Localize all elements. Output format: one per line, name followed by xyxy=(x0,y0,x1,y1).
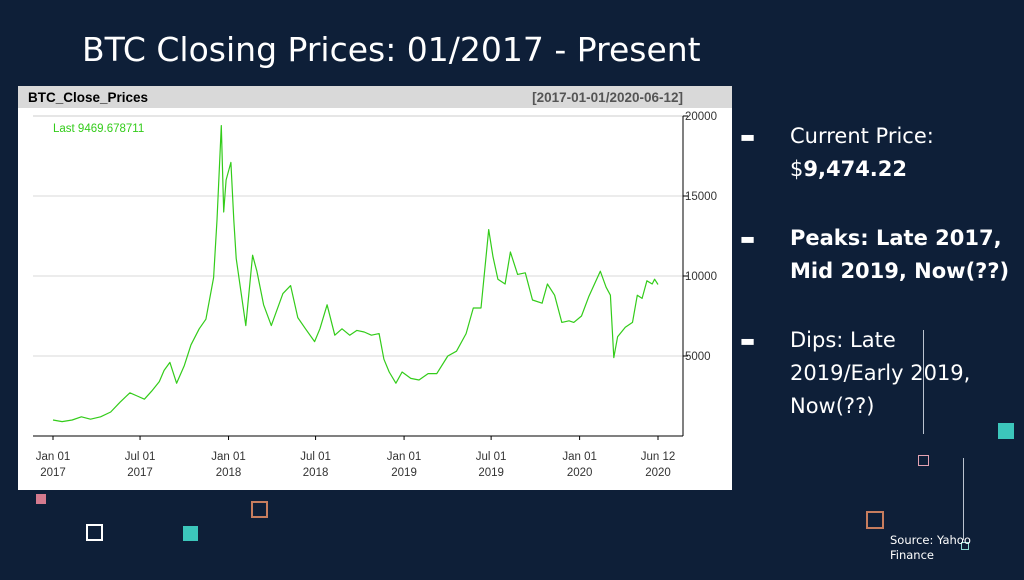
x-tick-label-year: 2018 xyxy=(303,467,329,479)
x-tick-label-year: 2020 xyxy=(645,467,671,479)
x-tick-label: Jul 01 xyxy=(125,451,156,463)
x-tick-label-year: 2017 xyxy=(127,467,153,479)
bullet-1-line-1: Current Price: xyxy=(790,124,934,148)
bullet-marker: ▬ xyxy=(740,331,756,350)
x-tick-label-year: 2017 xyxy=(40,467,66,479)
y-tick-label: 15000 xyxy=(685,191,717,203)
x-tick-label: Jul 01 xyxy=(476,451,507,463)
chart-date-range: [2017-01-01/2020-06-12] xyxy=(532,90,683,105)
bullet-1-line-2: $9,474.22 xyxy=(790,157,908,181)
bullet-2-line-2: Mid 2019, Now(??) xyxy=(790,259,1010,283)
chart-header-bar xyxy=(18,86,732,108)
chart-title: BTC_Close_Prices xyxy=(28,90,148,105)
bullet-3-line-1: Dips: Late xyxy=(790,328,896,352)
x-tick-label: Jan 01 xyxy=(562,451,597,463)
decor-square-outline xyxy=(86,524,103,541)
decor-square xyxy=(998,423,1014,439)
decor-square-outline xyxy=(866,511,884,529)
bullet-2-line-1: Peaks: Late 2017, xyxy=(790,226,1002,250)
x-tick-label-year: 2018 xyxy=(216,467,242,479)
y-tick-label: 5000 xyxy=(685,351,711,363)
bullet-marker: ▬ xyxy=(740,229,756,248)
y-tick-label: 10000 xyxy=(685,271,717,283)
slide-title: BTC Closing Prices: 01/2017 - Present xyxy=(82,30,701,69)
x-tick-label: Jan 01 xyxy=(387,451,422,463)
bullet-marker: ▬ xyxy=(740,127,756,146)
x-tick-label: Jul 01 xyxy=(300,451,331,463)
btc-price-series-line xyxy=(52,124,659,423)
chart-panel: BTC_Close_Prices [2017-01-01/2020-06-12]… xyxy=(18,86,732,490)
decor-vertical-line xyxy=(963,458,964,540)
source-note: Source: Yahoo Finance xyxy=(890,533,971,562)
btc-price-chart: BTC_Close_Prices [2017-01-01/2020-06-12]… xyxy=(18,86,732,490)
x-tick-label: Jan 01 xyxy=(36,451,71,463)
decor-vertical-line xyxy=(923,330,924,434)
decor-square-outline xyxy=(961,542,969,550)
x-tick-label: Jan 01 xyxy=(211,451,246,463)
decor-square xyxy=(183,526,198,541)
x-tick-label-year: 2019 xyxy=(478,467,504,479)
decor-square-outline xyxy=(918,455,929,466)
bullet-3-line-2: 2019/Early 2019, xyxy=(790,361,971,385)
current-price-value: 9,474.22 xyxy=(803,157,908,181)
bullet-3-line-3: Now(??) xyxy=(790,394,875,418)
decor-square xyxy=(36,494,46,504)
x-tick-label-year: 2019 xyxy=(391,467,417,479)
y-tick-label: 20000 xyxy=(685,111,717,123)
last-value-label: Last 9469.678711 xyxy=(53,123,144,135)
x-tick-label-year: 2020 xyxy=(567,467,593,479)
axes: 5000 10000 15000 20000 Jan 01 2017 Jul 01 2017 J… xyxy=(36,111,717,479)
series-layer xyxy=(52,124,659,423)
x-tick-label: Jun 12 xyxy=(641,451,676,463)
decor-square-outline xyxy=(251,501,268,518)
